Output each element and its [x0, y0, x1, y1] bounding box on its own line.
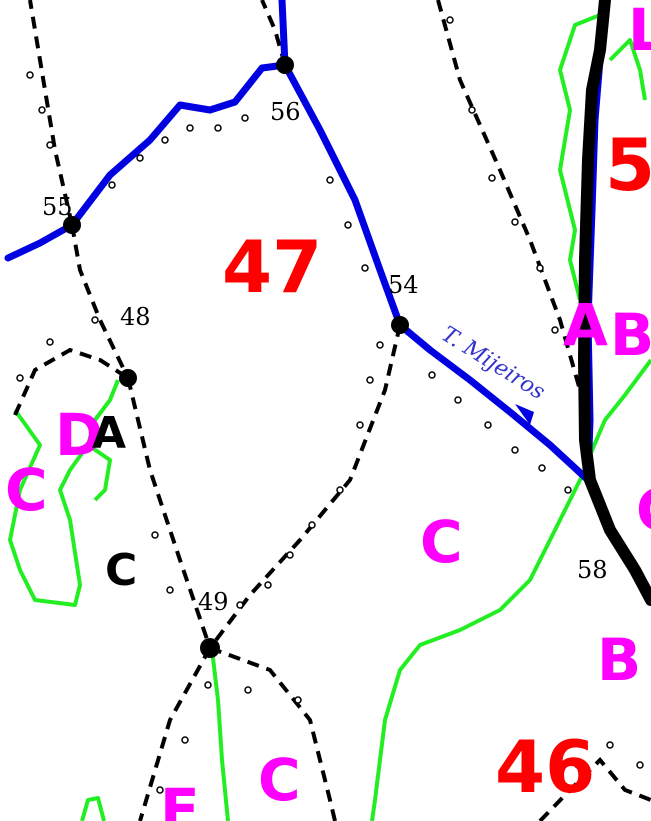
dotted-tracks — [16, 16, 644, 794]
junction-label-54: 54 — [388, 271, 419, 299]
boundary-left-inner — [86, 443, 112, 502]
boundary-right-upper — [558, 13, 601, 301]
black-letters: A C — [92, 408, 137, 596]
letter-c-black: C — [105, 545, 137, 596]
boundary-left — [8, 379, 120, 607]
path-d-loop — [13, 347, 130, 416]
junction-label-49: 49 — [198, 588, 229, 616]
stream-56-54 — [278, 0, 289, 69]
junction-label-48: 48 — [120, 303, 151, 331]
boundary-south — [370, 459, 592, 821]
path-49-sw — [138, 647, 212, 821]
unit-letter-d: D — [55, 401, 103, 469]
unit-letter-c-east-edge: C — [636, 476, 651, 544]
unit-letter-a: A — [563, 291, 608, 359]
junction-dot-icon — [276, 56, 294, 74]
junction-dot-icon — [200, 638, 220, 658]
junction-dot-icon — [391, 316, 409, 334]
boundary-right-mid — [588, 358, 651, 456]
unit-letter-e: E — [160, 776, 200, 821]
arrow-right-icon — [515, 404, 534, 425]
junction-label-55: 55 — [42, 193, 73, 221]
letter-a-black: A — [92, 408, 126, 459]
junction-dot-icon — [119, 369, 137, 387]
path-55-north — [28, 0, 74, 226]
stand-numbers: 47 46 55 — [222, 123, 651, 809]
unit-letter-c-west: C — [5, 456, 48, 524]
boundary-right-upper-b — [608, 38, 647, 101]
junction-label-56: 56 — [270, 98, 301, 126]
unit-letter-c-bottom: C — [258, 746, 301, 814]
unit-letters: A B B C C C D C E L — [5, 0, 651, 821]
path-bottom-right — [538, 757, 651, 821]
path-55-48 — [70, 224, 130, 379]
junction-dots — [63, 56, 409, 658]
path-49-se — [209, 646, 337, 821]
highway-line — [578, 0, 651, 606]
stream-main — [281, 61, 592, 484]
junction-dot-icon — [63, 216, 81, 234]
unit-letter-b-south: B — [597, 626, 641, 694]
unit-letter-b-north: B — [610, 301, 651, 369]
junction-label-58: 58 — [577, 556, 608, 584]
unit-letter-l: L — [628, 0, 651, 64]
boundary-lines — [8, 13, 651, 821]
stand-number-47: 47 — [222, 225, 322, 309]
unit-letter-c-center: C — [420, 508, 463, 576]
stand-number-46: 46 — [495, 725, 595, 809]
boundary-bottom-small — [80, 796, 106, 821]
stand-number-55: 55 — [605, 123, 651, 207]
path-48-49 — [126, 377, 212, 649]
path-ne-dash — [436, 0, 590, 471]
boundary-bottom-left — [210, 649, 230, 821]
junction-labels: 55 56 48 54 49 58 — [42, 98, 608, 616]
stream-west — [4, 61, 289, 262]
